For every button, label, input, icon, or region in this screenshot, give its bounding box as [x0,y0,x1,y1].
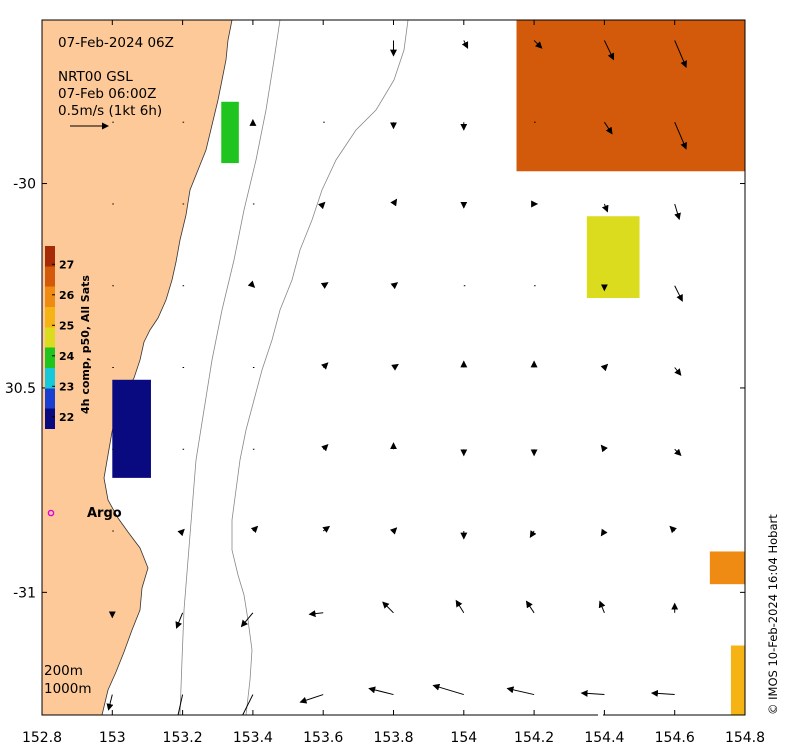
current-vector [391,363,399,371]
current-vector [299,694,324,704]
colorbar-tick-label: 24 [59,350,75,363]
x-tick-label: 153.6 [303,730,343,746]
colorbar-bar [45,246,55,429]
vector-time-label: 07-Feb 06:00Z [58,86,156,102]
current-vector [321,362,329,370]
sst-patch-2 [112,379,151,478]
current-vector [432,683,464,696]
current-vector [250,525,259,534]
current-vector [240,612,254,628]
current-vector [461,40,469,49]
current-vector [389,527,398,535]
current-vector [506,686,535,696]
current-vector [674,448,682,457]
current-vector [247,280,256,288]
colorbar-tick-label: 23 [59,380,74,393]
current-vector [674,203,681,221]
x-tick-label: 154.4 [584,730,624,746]
sst-patch-3 [221,101,239,164]
current-vector [580,689,605,697]
current-vector [674,367,682,376]
current-vector [600,528,608,537]
current-vector [603,40,615,61]
current-vector [390,282,399,290]
current-vector [650,689,675,697]
colorbar-tick-label: 27 [59,258,74,271]
current-vector [106,694,114,711]
current-vector [390,198,398,207]
current-vector [600,363,609,372]
current-vectors [106,40,687,715]
colorbar-tick-label: 26 [59,289,75,302]
current-vector [321,443,329,452]
current-vector [525,600,535,614]
argo-float-marker [47,509,55,517]
sst-patch-1 [586,216,640,298]
argo-label: Argo [87,506,122,521]
colorbar-title: 4h comp, p50, All Sats [79,275,92,414]
x-tick-label: 154.6 [655,730,695,746]
sst-cells [112,20,745,715]
x-tick-label: 153.2 [163,730,203,746]
colorbar-tick-label: 22 [59,411,74,424]
sst-patch-5 [730,645,745,715]
current-vector [598,600,606,613]
x-tick-label: 154.2 [514,730,554,746]
contour-200m-label: 200m [44,663,83,679]
y-tick-label: -31 [13,585,36,601]
x-tick-label: 153 [99,730,126,746]
current-vector [177,528,185,537]
x-tick-label: 152.8 [22,730,62,746]
date-label: 07-Feb-2024 06Z [58,35,174,51]
current-vector [368,686,394,696]
current-vector [674,285,683,302]
current-vector [601,203,609,213]
contour-200m [179,19,281,716]
y-tick-label: -30 [13,177,36,193]
current-vector [669,525,677,534]
sst-patch-4 [709,551,745,585]
x-tick-label: 153.8 [373,730,413,746]
colorbar-ticks: 22 23 24 25 26 27 [52,258,75,424]
current-vector [382,601,394,614]
current-vector [320,282,329,289]
current-vector [242,694,254,715]
contour-1000m [231,19,409,716]
current-vector [455,599,465,614]
land-mass [42,20,232,715]
current-vector [603,121,613,135]
scale-label: 0.5m/s (1kt 6h) [58,103,162,119]
y-axis: -30 30.5 -31 [5,177,745,601]
x-tick-label: 154 [450,730,477,746]
current-vector [322,525,331,533]
y-tick-label: 30.5 [5,381,36,397]
x-axis: 152.8 153 153.2 153.4 153.6 153.8 154 154.2 154.… [22,20,765,746]
current-vector [177,694,184,715]
current-vector [308,610,324,618]
current-vector [318,201,326,210]
current-vector [533,40,543,49]
current-vector [175,612,184,629]
current-vector [674,122,687,150]
source-label: NRT00 GSL [58,69,133,85]
current-vector [674,40,687,68]
x-tick-label: 153.4 [233,730,273,746]
current-vector [600,444,608,453]
current-vector [529,530,537,538]
contour-1000m-label: 1000m [44,681,92,697]
colorbar-tick-label: 25 [59,319,74,332]
sst-patch-0 [516,20,745,172]
x-tick-label: 154.8 [725,730,765,746]
coastline [101,19,233,716]
credit-text: © IMOS 10-Feb-2024 16:04 Hobart [766,514,780,715]
